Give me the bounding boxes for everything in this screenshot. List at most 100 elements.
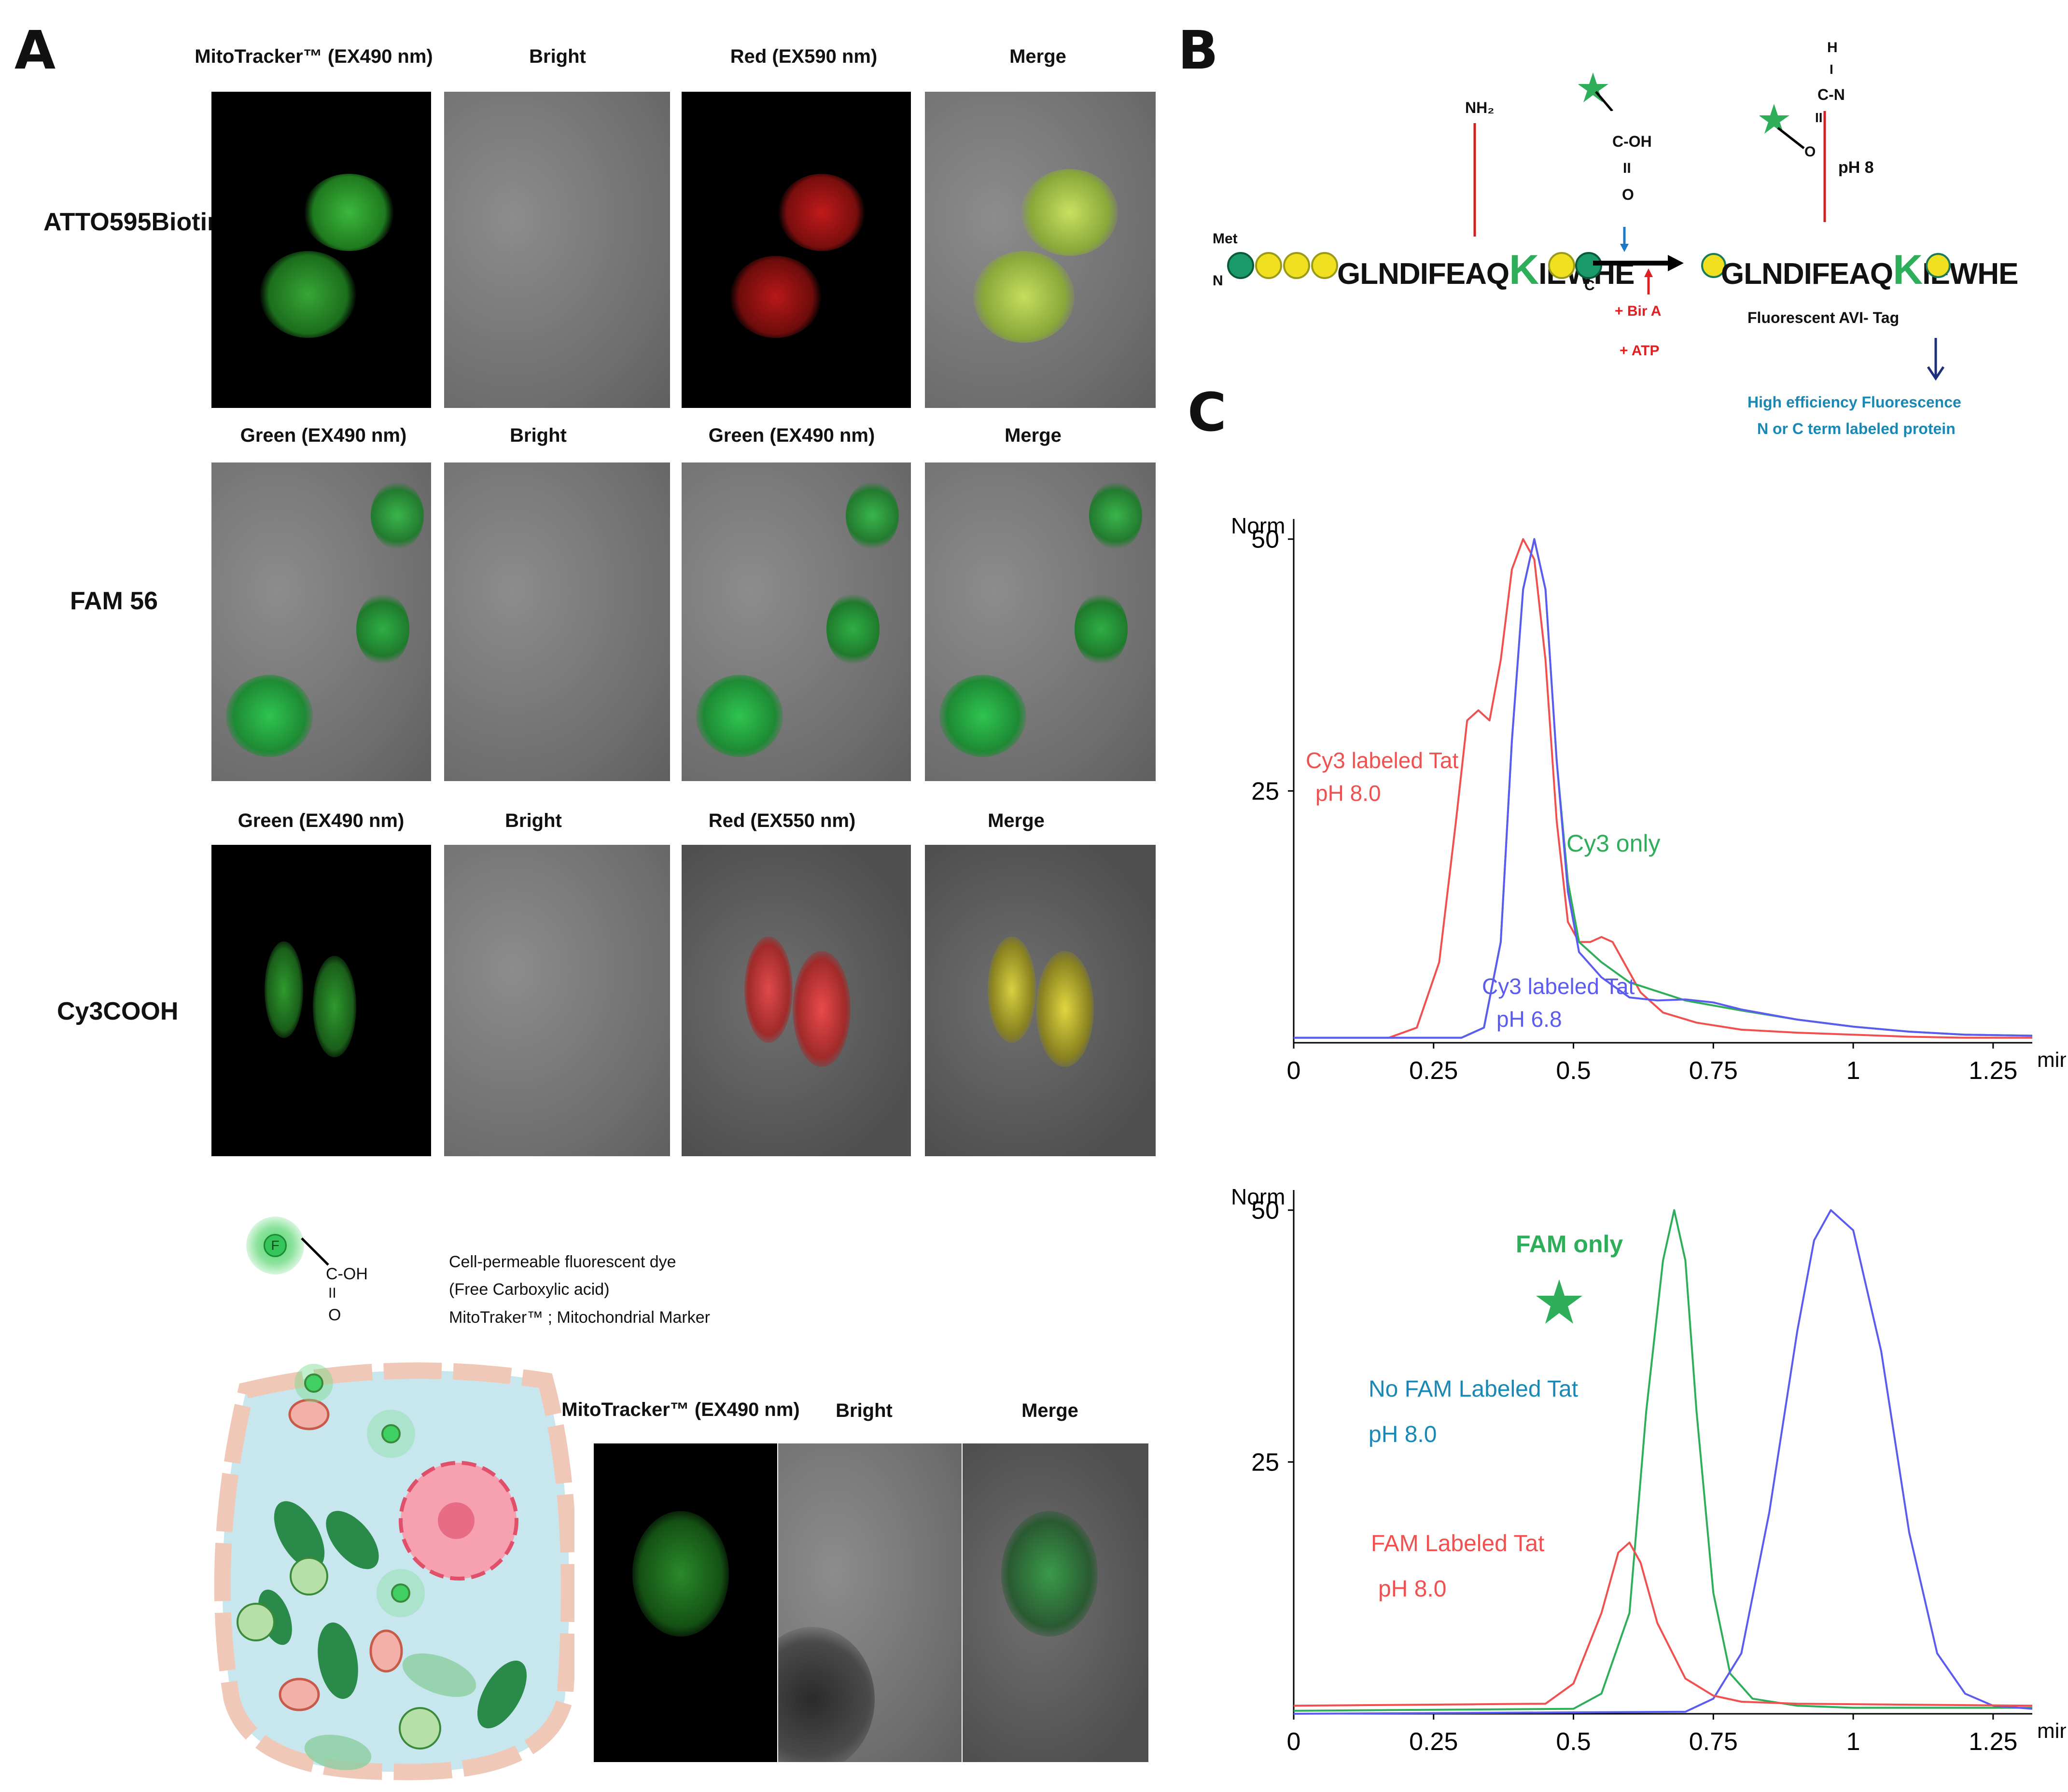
annot-green: FAM only bbox=[1516, 1231, 1623, 1258]
micro-image-red bbox=[682, 845, 911, 1156]
col-header: Merge bbox=[988, 810, 1045, 831]
seq-k: K bbox=[1509, 247, 1539, 293]
col-header: MitoTracker™ (EX490 nm) bbox=[195, 46, 433, 67]
micro-image-bright bbox=[444, 845, 670, 1156]
annot-red: pH 8.0 bbox=[1378, 1576, 1447, 1602]
series-line bbox=[1294, 538, 2033, 1039]
x-tick-label: 0.75 bbox=[1689, 1057, 1738, 1085]
series-line bbox=[1294, 538, 2032, 1039]
micro-image-merge bbox=[925, 845, 1156, 1156]
seq-left-part: GLNDIFEAQ bbox=[1721, 257, 1893, 291]
x-tick-label: 1 bbox=[1846, 1728, 1860, 1756]
product-bead-left bbox=[1701, 253, 1726, 278]
annot-red: FAM Labeled Tat bbox=[1371, 1531, 1545, 1556]
micro-image-merge bbox=[925, 92, 1156, 408]
avi-tag-label: Fluorescent AVI- Tag bbox=[1747, 309, 1900, 326]
col-header: Bright bbox=[836, 1400, 893, 1421]
cell-illustration bbox=[214, 1362, 574, 1780]
annot-blue: Cy3 labeled Tat bbox=[1482, 974, 1635, 999]
x-tick-label: 0 bbox=[1287, 1728, 1301, 1756]
product-sequence: GLNDIFEAQKIEWHE bbox=[1721, 246, 2018, 294]
annot-blue: pH 8.0 bbox=[1369, 1422, 1437, 1447]
y-tick-label: 25 bbox=[1251, 1448, 1279, 1476]
col-header: Green (EX490 nm) bbox=[238, 810, 405, 831]
micro-image-bright bbox=[778, 1443, 962, 1762]
col-header: Green (EX490 nm) bbox=[708, 425, 875, 446]
micro-image-red bbox=[682, 92, 911, 408]
micro-image-bright bbox=[444, 462, 670, 781]
micro-image-mitotracker bbox=[211, 92, 431, 408]
annot-blue: No FAM Labeled Tat bbox=[1369, 1376, 1579, 1402]
y-axis-label: Norm bbox=[1231, 1184, 1285, 1209]
col-header: MitoTracker™ (EX490 nm) bbox=[561, 1399, 800, 1420]
panel-a-letter: A bbox=[14, 19, 56, 81]
micro-image-bright bbox=[444, 92, 670, 408]
product-o: O bbox=[1804, 144, 1816, 160]
y-tick-label: 25 bbox=[1251, 777, 1279, 805]
beads-left bbox=[1227, 252, 1338, 279]
col-header: Merge bbox=[1005, 425, 1062, 446]
seq-left-part: GLNDIFEAQ bbox=[1337, 257, 1509, 291]
col-header: Bright bbox=[529, 46, 586, 67]
x-tick-label: 0.75 bbox=[1689, 1728, 1738, 1756]
micro-image-green bbox=[682, 462, 911, 781]
col-header: Merge bbox=[1021, 1400, 1078, 1421]
x-tick-label: 0.5 bbox=[1556, 1057, 1591, 1085]
chart-bottom: Norm 25 50 0 0.25 0.5 0.75 1 1.25 min bbox=[1231, 1184, 2066, 1756]
x-tick-label: 0.25 bbox=[1409, 1057, 1458, 1085]
product-bead-right bbox=[1926, 253, 1951, 278]
dye-o: O bbox=[328, 1306, 341, 1324]
ph8-label: pH 8 bbox=[1838, 158, 1874, 177]
c-label: C bbox=[1584, 278, 1595, 294]
product-h: H bbox=[1827, 40, 1838, 56]
row-label-atto: ATTO595Biotin bbox=[43, 208, 223, 236]
reagent-coh: C-OH bbox=[1612, 133, 1652, 150]
col-header: Bright bbox=[505, 810, 562, 831]
reaction-arrow bbox=[1593, 227, 1684, 294]
y-axis-label: Norm bbox=[1231, 513, 1285, 538]
annot-red: pH 8.0 bbox=[1315, 781, 1381, 806]
micro-image-merge bbox=[963, 1443, 1148, 1762]
y-tick-label: 50 bbox=[1251, 1197, 1279, 1225]
efficiency-line1: High efficiency Fluorescence bbox=[1747, 393, 1961, 411]
chart-top: Norm 25 50 0 0.25 0.5 0.75 1 1.25 min bbox=[1231, 513, 2066, 1085]
x-tick-label: 0.5 bbox=[1556, 1728, 1591, 1756]
micro-image-green bbox=[211, 845, 431, 1156]
efficiency-line2: N or C term labeled protein bbox=[1757, 420, 1956, 437]
met-label: Met bbox=[1213, 231, 1238, 247]
x-tick-label: 1.25 bbox=[1969, 1057, 2017, 1085]
reagent-o: O bbox=[1622, 186, 1634, 203]
bira-label: + Bir A bbox=[1615, 303, 1662, 319]
micro-image-mitotracker bbox=[594, 1443, 777, 1762]
dye-molecule: F bbox=[246, 1217, 304, 1274]
col-header: Red (EX550 nm) bbox=[708, 810, 856, 831]
col-header: Red (EX590 nm) bbox=[730, 46, 878, 67]
x-tick-label: 0 bbox=[1287, 1057, 1301, 1085]
col-header: Bright bbox=[510, 425, 567, 446]
star-icon bbox=[1579, 72, 1613, 111]
down-arrow-icon bbox=[1927, 338, 1945, 381]
micro-image-green bbox=[211, 462, 431, 781]
dye-f-label: F bbox=[264, 1234, 287, 1257]
n-label: N bbox=[1213, 273, 1223, 289]
dye-coh: C-OH bbox=[326, 1265, 368, 1283]
beads-right bbox=[1548, 252, 1602, 279]
nh2-bond bbox=[1473, 123, 1476, 237]
schematic-desc-2: (Free Carboxylic acid) bbox=[449, 1280, 610, 1299]
schematic-desc-1: Cell-permeable fluorescent dye bbox=[449, 1253, 676, 1271]
x-axis-label: min bbox=[2037, 1719, 2066, 1743]
seq-k: K bbox=[1893, 247, 1923, 293]
micro-image-merge bbox=[925, 462, 1156, 781]
star-icon bbox=[1536, 1279, 1582, 1324]
product-i: I bbox=[1830, 62, 1833, 77]
dye-bond: II bbox=[328, 1285, 336, 1301]
row-label-cy3cooh: Cy3COOH bbox=[57, 997, 179, 1025]
col-header: Green (EX490 nm) bbox=[240, 425, 407, 446]
series-line bbox=[1293, 1209, 2033, 1715]
product-bond: II bbox=[1815, 110, 1823, 125]
x-tick-label: 0.25 bbox=[1409, 1728, 1458, 1756]
y-tick-label: 50 bbox=[1251, 526, 1279, 554]
series-line bbox=[1294, 538, 2033, 1039]
star-icon bbox=[1760, 104, 1805, 149]
dye-bond-line bbox=[301, 1237, 329, 1266]
